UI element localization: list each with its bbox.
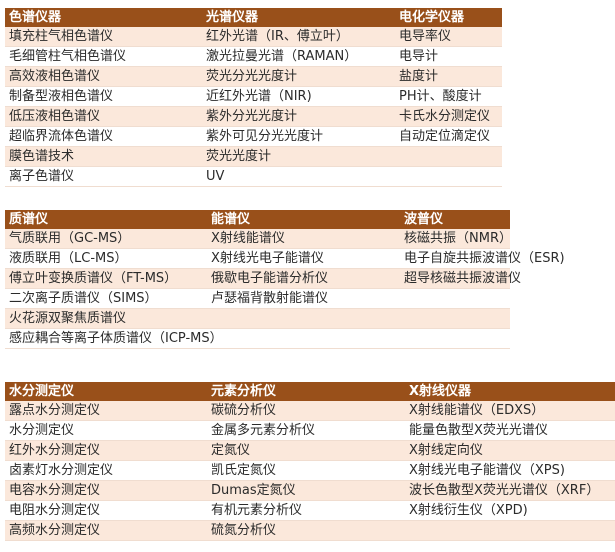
table-row: 水分测定仪 金属多元素分析仪 能量色散型X荧光光谱仪 [5, 420, 615, 441]
table-cell: 俄歇电子能谱分析仪 [207, 268, 400, 289]
table-cell: X射线光电子能谱仪（XPS) [405, 460, 615, 481]
table-row: 感应耦合等离子体质谱仪（ICP-MS） [5, 328, 510, 349]
table-cell: UV [202, 166, 395, 187]
table-cell: 毛细管柱气相色谱仪 [5, 46, 202, 67]
table-cell: 红外水分测定仪 [5, 440, 207, 461]
table-row: 制备型液相色谱仪 近红外光谱（NIR) PH计、酸度计 [5, 86, 502, 107]
table-row: 傅立叶变换质谱仪（FT-MS） 俄歇电子能谱分析仪 超导核磁共振波谱仪 [5, 268, 521, 289]
table-row: 红外水分测定仪 定氮仪 X射线定向仪 [5, 440, 615, 461]
table-cell: 电容水分测定仪 [5, 480, 207, 501]
table-cell: 核磁共振（NMR） [400, 229, 512, 249]
table-cell: 电导计 [395, 46, 502, 67]
table-cell: 火花源双聚焦质谱仪 [5, 308, 207, 329]
table-cell: 制备型液相色谱仪 [5, 86, 202, 107]
column-header: 元素分析仪 [207, 382, 405, 401]
table-cell: 激光拉曼光谱（RAMAN） [202, 46, 395, 67]
table-row: 气质联用（GC-MS） X射线能谱仪 核磁共振（NMR） [5, 229, 512, 249]
table-cell: 电阻水分测定仪 [5, 500, 207, 521]
column-header: 光谱仪器 [202, 8, 395, 27]
table-cell: 卢瑟福背散射能谱仪 [207, 288, 400, 309]
table-cell: PH计、酸度计 [395, 86, 502, 107]
table-cell: 凯氏定氮仪 [207, 460, 405, 481]
table-cell [395, 146, 502, 167]
table-row: 液质联用（LC-MS） X射线光电子能谱仪 电子自旋共振波谱仪（ESR) [5, 248, 565, 269]
table-row: 电阻水分测定仪 有机元素分析仪 X射线衍生仪（XPD) [5, 500, 615, 521]
table-cell: 荧光分光光度计 [202, 66, 395, 87]
table-cell: 紫外可见分光光度计 [202, 126, 395, 147]
table-cell: 膜色谱技术 [5, 146, 202, 167]
table-row: 低压液相色谱仪 紫外分光光度计 卡氏水分测定仪 [5, 106, 502, 127]
table-cell [395, 166, 502, 187]
table-cell: 低压液相色谱仪 [5, 106, 202, 127]
table-row: 超临界流体色谱仪 紫外可见分光光度计 自动定位滴定仪 [5, 126, 502, 147]
table-cell: 金属多元素分析仪 [207, 420, 405, 441]
table-cell: 傅立叶变换质谱仪（FT-MS） [5, 268, 207, 289]
column-header: 波普仪 [400, 210, 510, 229]
table-cell: 感应耦合等离子体质谱仪（ICP-MS） [5, 328, 223, 349]
table-cell: 气质联用（GC-MS） [5, 229, 207, 249]
table-cell: 水分测定仪 [5, 420, 207, 441]
table-cell: 能量色散型X荧光光谱仪 [405, 420, 615, 441]
table-cell: 二次离子质谱仪（SIMS） [5, 288, 207, 309]
table-cell: 电导率仪 [395, 27, 502, 47]
column-header: 水分测定仪 [5, 382, 207, 401]
table-row: 膜色谱技术 荧光光度计 [5, 146, 502, 167]
table-cell: 有机元素分析仪 [207, 500, 405, 521]
table-cell: 波长色散型X荧光光谱仪（XRF） [405, 480, 615, 501]
table-row: 二次离子质谱仪（SIMS） 卢瑟福背散射能谱仪 [5, 288, 510, 309]
table-cell: Dumas定氮仪 [207, 480, 405, 501]
table-cell: 卡氏水分测定仪 [395, 106, 502, 127]
table-cell [405, 520, 615, 541]
mass-energy-wave-spectrometer-table: 质谱仪 能谱仪 波普仪 气质联用（GC-MS） X射线能谱仪 核磁共振（NMR） 液质联用（… [5, 210, 565, 349]
table-cell: X射线定向仪 [405, 440, 615, 461]
table-cell [400, 328, 510, 349]
table-cell: 硫氮分析仪 [207, 520, 405, 541]
table-cell: 紫外分光光度计 [202, 106, 395, 127]
table-cell: 荧光光度计 [202, 146, 395, 167]
table-cell: 超导核磁共振波谱仪 [400, 268, 521, 289]
table-cell: 碳硫分析仪 [207, 401, 405, 421]
table-cell: 高效液相色谱仪 [5, 66, 202, 87]
table-cell: X射线衍生仪（XPD) [405, 500, 615, 521]
table-cell: 电子自旋共振波谱仪（ESR) [400, 248, 565, 269]
moisture-element-xray-table: 水分测定仪 元素分析仪 X射线仪器 露点水分测定仪 碳硫分析仪 X射线能谱仪（EDXS）水… [5, 382, 615, 541]
table-row: 电容水分测定仪 Dumas定氮仪 波长色散型X荧光光谱仪（XRF） [5, 480, 615, 501]
table-row: 毛细管柱气相色谱仪 激光拉曼光谱（RAMAN） 电导计 [5, 46, 502, 67]
header-row: 水分测定仪 元素分析仪 X射线仪器 [5, 382, 615, 401]
table-row: 高效液相色谱仪 荧光分光光度计 盐度计 [5, 66, 502, 87]
table-cell: 离子色谱仪 [5, 166, 202, 187]
table-cell: 盐度计 [395, 66, 502, 87]
table-cell [207, 328, 400, 349]
table-cell: 高频水分测定仪 [5, 520, 207, 541]
table-cell: 露点水分测定仪 [5, 401, 207, 421]
table-cell: 超临界流体色谱仪 [5, 126, 202, 147]
table-cell [400, 288, 510, 309]
column-header: 电化学仪器 [395, 8, 502, 27]
table-cell [400, 308, 510, 329]
table-cell: X射线光电子能谱仪 [207, 248, 400, 269]
table-cell: 液质联用（LC-MS） [5, 248, 207, 269]
table-row: 离子色谱仪 UV [5, 166, 502, 187]
header-row: 色谱仪器 光谱仪器 电化学仪器 [5, 8, 502, 27]
column-header: 能谱仪 [207, 210, 400, 229]
column-header: 色谱仪器 [5, 8, 202, 27]
table-cell: 卤素灯水分测定仪 [5, 460, 207, 481]
table-cell: 自动定位滴定仪 [395, 126, 502, 147]
table-row: 填充柱气相色谱仪 红外光谱（IR、傅立叶） 电导率仪 [5, 27, 502, 47]
table-cell: 红外光谱（IR、傅立叶） [202, 27, 395, 47]
table-cell: 填充柱气相色谱仪 [5, 27, 202, 47]
table-cell: 近红外光谱（NIR) [202, 86, 395, 107]
table-row: 露点水分测定仪 碳硫分析仪 X射线能谱仪（EDXS） [5, 401, 615, 421]
chromatography-spectroscopy-electrochem-table: 色谱仪器 光谱仪器 电化学仪器 填充柱气相色谱仪 红外光谱（IR、傅立叶） 电导率仪 毛细管… [5, 8, 502, 187]
table-cell: X射线能谱仪 [207, 229, 400, 249]
table-row: 火花源双聚焦质谱仪 [5, 308, 510, 329]
table-row: 卤素灯水分测定仪 凯氏定氮仪 X射线光电子能谱仪（XPS) [5, 460, 615, 481]
column-header: X射线仪器 [405, 382, 615, 401]
header-row: 质谱仪 能谱仪 波普仪 [5, 210, 510, 229]
table-row: 高频水分测定仪 硫氮分析仪 [5, 520, 615, 541]
table-cell: 定氮仪 [207, 440, 405, 461]
column-header: 质谱仪 [5, 210, 207, 229]
table-cell: X射线能谱仪（EDXS） [405, 401, 615, 421]
table-cell [207, 308, 400, 329]
